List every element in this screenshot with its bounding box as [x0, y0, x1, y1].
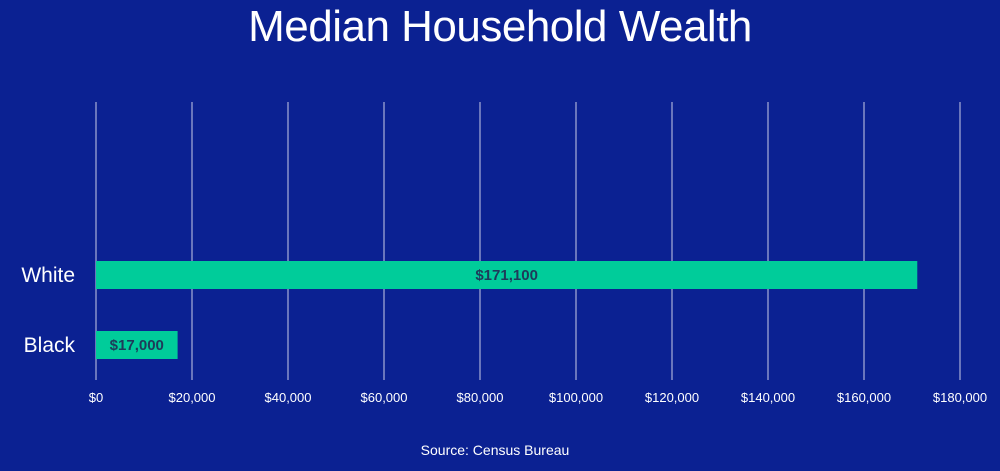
x-tick-label: $40,000 [265, 390, 312, 405]
labels: $0 $20,000 $40,000 $60,000 $80,000 $100,000 $1… [21, 264, 987, 405]
x-tick-label: $80,000 [457, 390, 504, 405]
bar-value-label: $171,100 [475, 267, 538, 284]
bar-value-label: $17,000 [110, 337, 164, 354]
x-tick-label: $140,000 [741, 390, 795, 405]
chart-title: Median Household Wealth [248, 2, 752, 51]
gridlines [95, 102, 961, 380]
x-tick-label: $0 [89, 390, 103, 405]
category-label-white: White [21, 264, 75, 287]
category-label-black: Black [24, 334, 76, 357]
x-tick-label: $180,000 [933, 390, 987, 405]
x-tick-label: $20,000 [169, 390, 216, 405]
x-tick-label: $160,000 [837, 390, 891, 405]
x-tick-label: $100,000 [549, 390, 603, 405]
source-note: Source: Census Bureau [420, 442, 570, 458]
bar-black [96, 331, 178, 359]
x-tick-label: $120,000 [645, 390, 699, 405]
bars [96, 261, 918, 359]
bar-white [96, 261, 918, 289]
x-tick-label: $60,000 [361, 390, 408, 405]
